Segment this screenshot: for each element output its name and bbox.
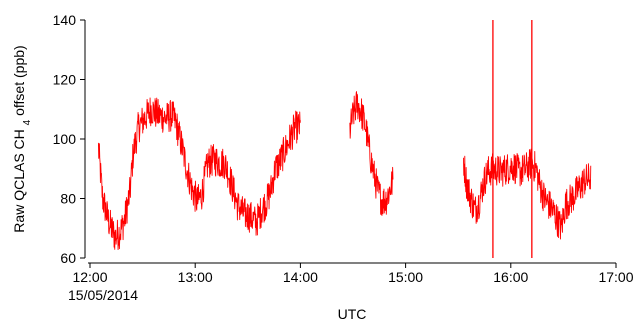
x-tick-label-17: 17:00 [598,269,633,285]
y-tick-label-140: 140 [53,12,77,28]
x-tick-label-12: 12:00 [72,269,107,285]
series-trace-segment-2 [349,91,394,216]
y-axis-title-sub: 4 [22,119,33,125]
x-tick-label-15: 15:00 [388,269,423,285]
y-axis-title-main: Raw QCLAS CH [11,129,27,232]
y-tick-label-100: 100 [53,131,77,147]
y-tick-label-60: 60 [60,250,76,266]
series-trace-segment-3 [463,148,592,240]
x-tick-label-16: 16:00 [493,269,528,285]
plot-area [97,20,592,258]
x-tick-label-13: 13:00 [178,269,213,285]
y-axis-title-tail: offset (ppb) [11,45,27,116]
x-axis: 12:00 13:00 14:00 15:00 16:00 17:00 [72,262,634,285]
date-label: 15/05/2014 [68,287,138,303]
series-trace-segment-1 [97,97,301,251]
y-tick-label-80: 80 [60,191,76,207]
y-axis: 60 80 100 120 140 [53,12,86,266]
y-axis-title: Raw QCLAS CH 4 offset (ppb) [11,45,33,232]
x-tick-label-14: 14:00 [283,269,318,285]
x-axis-title: UTC [338,306,367,321]
y-tick-label-120: 120 [53,72,77,88]
